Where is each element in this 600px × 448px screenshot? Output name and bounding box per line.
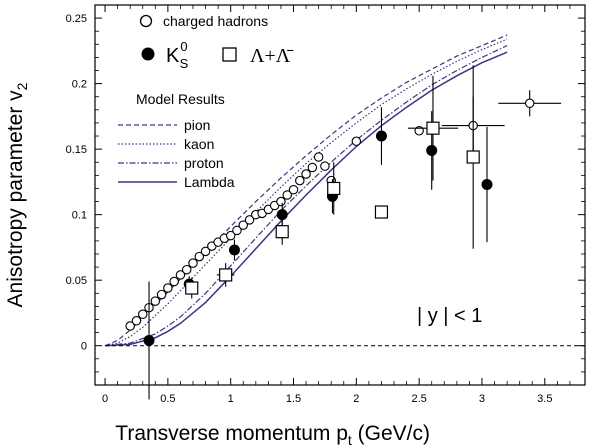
lambda-point bbox=[219, 268, 233, 282]
kshort-point bbox=[375, 130, 387, 142]
charged-hadron-point bbox=[238, 220, 249, 230]
charged-hadron-point bbox=[320, 161, 330, 171]
charged-hadron-point bbox=[156, 289, 167, 300]
model-curves bbox=[104, 34, 508, 347]
x-tick-label: 3.5 bbox=[537, 393, 552, 405]
x-axis: 0 0.5 1 1.5 2 2.5 3 3.5 bbox=[102, 5, 571, 405]
plot-frame bbox=[94, 4, 586, 386]
model-curve-kaon bbox=[104, 38, 508, 347]
charged-hadron-point bbox=[282, 190, 292, 200]
legend-kshort-sup: 0 bbox=[180, 39, 187, 54]
lambda-point bbox=[426, 121, 440, 135]
legend-proton-label: proton bbox=[184, 155, 224, 171]
x-axis-title-sub: t bbox=[348, 432, 352, 448]
charged-hadron-point bbox=[225, 230, 236, 241]
legend-lambda-marker bbox=[222, 47, 237, 62]
lambda-point bbox=[275, 225, 289, 239]
charged-hadron-point bbox=[137, 309, 148, 319]
y-tick-label: 0.15 bbox=[66, 144, 87, 156]
y-axis-title-sub: 2 bbox=[14, 82, 30, 90]
y-tick-label: 0 bbox=[81, 341, 87, 353]
charged-hadron-point bbox=[181, 264, 192, 275]
charged-hadron-point bbox=[244, 215, 255, 225]
x-tick-label: 0 bbox=[102, 393, 108, 405]
legend-charged-hadrons-label: charged hadrons bbox=[163, 13, 268, 29]
x-axis-title-unit: (GeV/c) bbox=[352, 422, 430, 445]
legend-kaon-label: kaon bbox=[184, 136, 214, 152]
y-tick-label: 0.05 bbox=[66, 275, 87, 287]
x-tick-label: 1.5 bbox=[286, 393, 301, 405]
y-axis-title: Anisotropy parameter v2 bbox=[4, 82, 30, 307]
charged-hadron-point bbox=[288, 185, 299, 195]
legend-lambda-label: Λ+Λ̄ bbox=[250, 45, 294, 67]
x-tick-label: 2 bbox=[353, 393, 359, 405]
legend-kshort-main: K bbox=[166, 45, 180, 67]
charged-hadron-point bbox=[276, 196, 286, 207]
charged-hadron-point bbox=[524, 98, 535, 109]
kshort-point bbox=[228, 244, 240, 256]
charged-hadron-point bbox=[169, 276, 179, 287]
model-curve-proton bbox=[105, 45, 508, 347]
legend-lambda-model-label: Lambda bbox=[184, 174, 235, 190]
y-tick-label: 0.1 bbox=[72, 210, 87, 222]
lambda-point bbox=[466, 150, 480, 164]
model-curve-lambda bbox=[105, 51, 508, 347]
lambda-point bbox=[185, 281, 199, 295]
charged-hadron-point bbox=[351, 136, 362, 147]
charged-hadron-point bbox=[200, 246, 211, 257]
y-axis-title-main: Anisotropy parameter v bbox=[4, 90, 27, 308]
charged-hadron-point bbox=[131, 316, 142, 326]
rapidity-annotation: | y | < 1 bbox=[417, 305, 482, 327]
x-tick-label: 0.5 bbox=[160, 393, 175, 405]
x-axis-title-main: Transverse momentum p bbox=[115, 422, 348, 445]
charged-hadron-point bbox=[194, 251, 205, 262]
data-points bbox=[125, 65, 562, 400]
charged-hadron-point bbox=[301, 169, 311, 179]
charged-hadron-point bbox=[313, 152, 324, 162]
charged-hadron-point bbox=[307, 162, 318, 173]
charged-hadron-point bbox=[163, 283, 173, 293]
charged-hadron-point bbox=[232, 225, 242, 236]
x-tick-label: 1 bbox=[228, 393, 234, 405]
x-axis-title: Transverse momentum pt (GeV/c) bbox=[115, 422, 430, 448]
kshort-point bbox=[481, 179, 493, 191]
legend-charged-hadrons-marker bbox=[139, 14, 153, 28]
charged-hadron-point bbox=[295, 175, 305, 186]
legend-kshort-label: K0 S bbox=[166, 39, 189, 71]
y-tick-label: 0.2 bbox=[72, 79, 87, 91]
lambda-point bbox=[374, 205, 389, 219]
y-tick-label: 0.25 bbox=[66, 13, 87, 25]
charged-hadron-point bbox=[125, 321, 135, 331]
legend-kshort-sub: S bbox=[180, 56, 189, 71]
x-tick-label: 2.5 bbox=[412, 393, 427, 405]
legend: charged hadrons K0 S Λ+Λ̄ Model Results p… bbox=[118, 13, 294, 190]
kshort-point bbox=[276, 209, 288, 221]
charged-hadron-point bbox=[150, 296, 161, 306]
x-tick-label: 3 bbox=[479, 393, 485, 405]
legend-pion-label: pion bbox=[184, 117, 210, 133]
legend-model-header: Model Results bbox=[136, 91, 225, 107]
legend-kshort-marker bbox=[141, 47, 155, 61]
charged-hadron-point bbox=[188, 258, 198, 268]
y-axis: 0 0.05 0.1 0.15 0.2 0.25 bbox=[66, 13, 585, 373]
kshort-point bbox=[426, 144, 438, 156]
charged-hadron-point bbox=[175, 270, 186, 280]
kshort-point bbox=[143, 334, 155, 346]
lambda-point bbox=[327, 181, 341, 196]
